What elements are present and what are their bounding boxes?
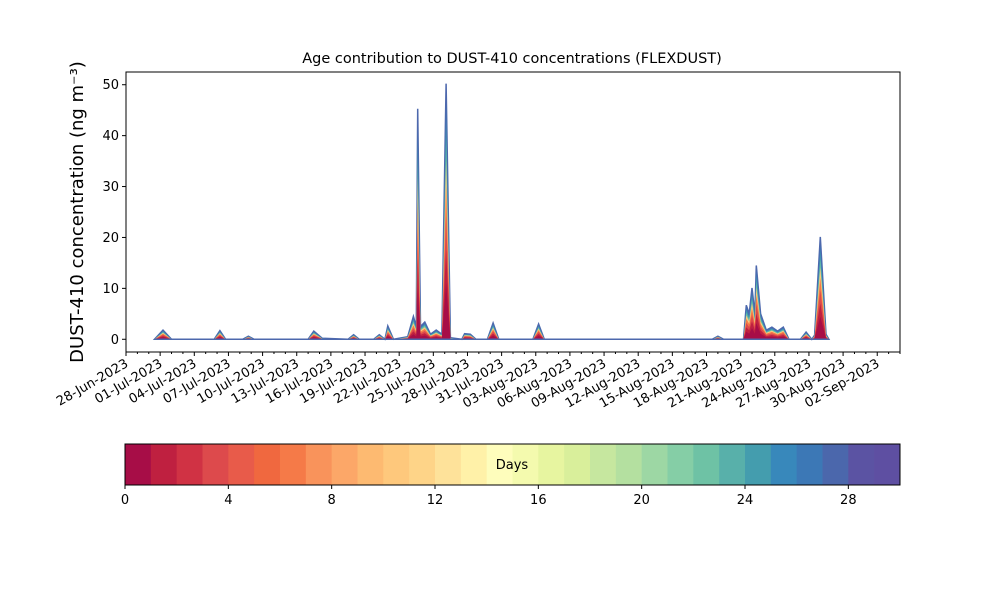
- colorbar-bin-25: [770, 444, 798, 485]
- colorbar-bin-17: [564, 444, 591, 485]
- colorbar-bin-28: [848, 444, 875, 485]
- age-layer-2: [154, 119, 829, 340]
- age-layer-1: [154, 101, 829, 340]
- age-layer-5: [154, 185, 829, 340]
- y-axis-label: DUST-410 concentration (ng m⁻³): [67, 61, 88, 363]
- colorbar-bin-10: [383, 444, 410, 485]
- colorbar-bin-11: [409, 444, 436, 485]
- colorbar-bin-15: [512, 444, 539, 485]
- colorbar: 0 4 8 12 16 20 24 28: [121, 443, 901, 508]
- y-tick-label-20: 20: [102, 231, 119, 246]
- colorbar-tick-label-28: 28: [840, 493, 857, 508]
- colorbar-frame: [124, 443, 901, 486]
- colorbar-bin-4: [228, 444, 255, 485]
- chart-title: Age contribution to DUST-410 concentrati…: [302, 51, 722, 67]
- y-tick-label-0: 0: [111, 333, 119, 348]
- colorbar-tick-label-16: 16: [530, 493, 547, 508]
- age-layer-0: [152, 83, 831, 341]
- y-tick-label-30: 30: [102, 180, 119, 195]
- colorbar-label: Days: [496, 458, 529, 473]
- age-layer-3: [154, 139, 829, 340]
- colorbar-bin-7: [305, 444, 333, 485]
- axes: 0102030405028-Jun-202301-Jul-202304-Jul-…: [54, 71, 901, 412]
- colorbar-tick-label-0: 0: [121, 493, 129, 508]
- colorbar-bin-26: [796, 444, 823, 485]
- colorbar-bin-27: [822, 444, 849, 485]
- colorbar-tick-label-12: 12: [427, 493, 444, 508]
- age-layer-4: [154, 160, 829, 340]
- colorbar-bin-14: [486, 444, 513, 485]
- y-tick-label-10: 10: [102, 282, 119, 297]
- colorbar-bin-18: [590, 444, 617, 485]
- colorbar-bin-19: [615, 444, 643, 485]
- colorbar-tick-label-4: 4: [224, 493, 232, 508]
- colorbar-tick-label-24: 24: [737, 493, 754, 508]
- colorbar-bin-23: [719, 444, 746, 485]
- colorbar-bin-9: [357, 444, 384, 485]
- colorbar-bin-5: [254, 444, 281, 485]
- y-tick-label-40: 40: [102, 129, 119, 144]
- colorbar-bin-13: [460, 444, 488, 485]
- age-layer-6: [154, 216, 829, 340]
- colorbar-bin-20: [641, 444, 668, 485]
- colorbar-bin-24: [745, 444, 772, 485]
- colorbar-bin-8: [331, 444, 358, 485]
- colorbar-bin-0: [125, 444, 152, 485]
- colorbar-bin-3: [202, 444, 229, 485]
- colorbar-bin-2: [176, 444, 203, 485]
- colorbar-tick-label-8: 8: [328, 493, 336, 508]
- colorbar-bin-22: [693, 444, 720, 485]
- colorbar-bin-6: [280, 444, 307, 485]
- y-tick-label-50: 50: [102, 78, 119, 93]
- colorbar-bin-1: [150, 444, 178, 485]
- colorbar-tick-label-20: 20: [633, 493, 650, 508]
- colorbar-bin-12: [435, 444, 462, 485]
- plot-area: [152, 83, 831, 341]
- colorbar-bin-21: [667, 444, 694, 485]
- colorbar-bin-29: [874, 444, 901, 485]
- colorbar-bin-16: [538, 444, 565, 485]
- plot-frame: [125, 71, 901, 353]
